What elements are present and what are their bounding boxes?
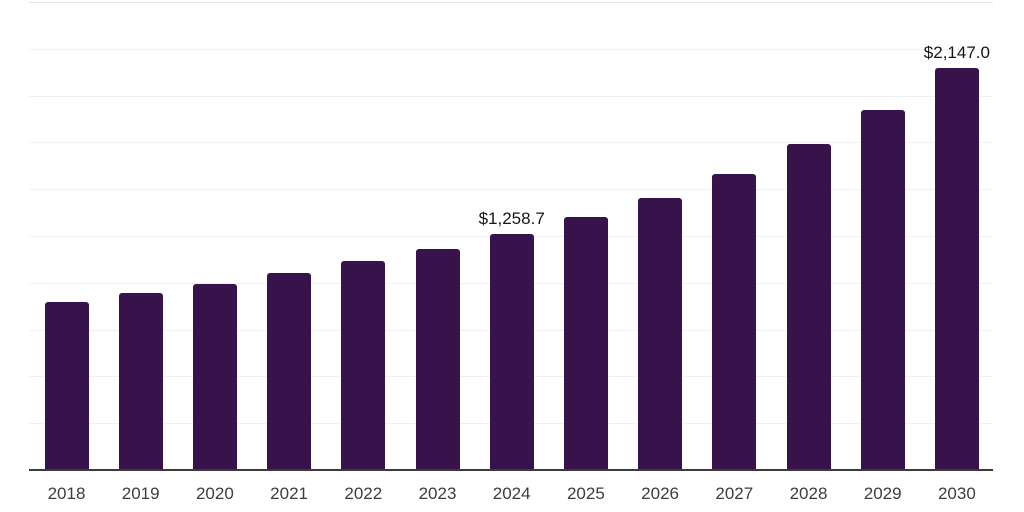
x-tick-label-2019: 2019: [121, 484, 160, 503]
x-tick-label-2025: 2025: [566, 484, 605, 503]
x-tick-label-2018: 2018: [47, 484, 86, 503]
bar-2028: [786, 143, 831, 470]
data-label-2030: $2,147.0: [923, 43, 990, 63]
x-axis-line: [29, 469, 993, 471]
bar-2029: [860, 110, 905, 470]
bar-2021: [267, 273, 312, 470]
bar-2019: [118, 293, 163, 470]
gridline: [29, 189, 993, 191]
bar-2024: [489, 234, 534, 470]
x-tick-label-2020: 2020: [195, 484, 234, 503]
plot-area: $1,258.7 $2,147.0: [29, 2, 993, 471]
bar-2030: [934, 68, 979, 470]
bar-2026: [638, 197, 683, 470]
x-tick-label-2023: 2023: [418, 484, 457, 503]
x-tick-label-2027: 2027: [715, 484, 754, 503]
gridline: [29, 48, 993, 50]
bar-2022: [341, 261, 386, 470]
bar-2018: [44, 302, 89, 470]
gridline: [29, 95, 993, 97]
gridline: [29, 142, 993, 144]
bar-2027: [712, 173, 757, 470]
x-tick-label-2024: 2024: [492, 484, 531, 503]
x-axis-labels: 2018 2019 2020 2021 2022 2023 2024 2025 2026 2027…: [29, 485, 993, 505]
bar-2025: [563, 217, 608, 470]
gridline: [29, 2, 993, 3]
x-tick-label-2029: 2029: [863, 484, 902, 503]
bar-2020: [192, 283, 237, 470]
data-label-2024: $1,258.7: [478, 209, 545, 229]
x-tick-label-2022: 2022: [344, 484, 383, 503]
x-tick-label-2028: 2028: [789, 484, 828, 503]
x-tick-label-2021: 2021: [270, 484, 309, 503]
x-tick-label-2026: 2026: [641, 484, 680, 503]
x-tick-label-2030: 2030: [937, 484, 976, 503]
bar-2023: [415, 249, 460, 470]
